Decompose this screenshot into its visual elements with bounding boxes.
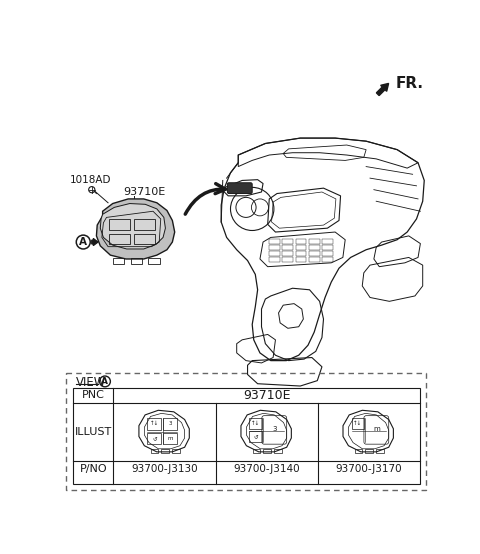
- FancyArrow shape: [376, 84, 389, 95]
- Bar: [322, 239, 333, 244]
- Bar: [376, 449, 384, 453]
- Bar: [322, 245, 333, 250]
- Bar: [269, 258, 280, 262]
- Text: FR.: FR.: [396, 76, 423, 91]
- Bar: [269, 239, 280, 244]
- Bar: [109, 219, 130, 230]
- Bar: [296, 245, 306, 250]
- Text: A: A: [79, 237, 87, 247]
- Text: ↑↓: ↑↓: [251, 421, 260, 426]
- Bar: [309, 252, 320, 256]
- Text: A: A: [101, 377, 108, 386]
- Bar: [274, 449, 282, 453]
- Text: ↺: ↺: [152, 436, 157, 441]
- Bar: [66, 373, 426, 490]
- Bar: [264, 449, 271, 453]
- Text: PNC: PNC: [82, 390, 105, 401]
- Text: 93710E: 93710E: [243, 389, 290, 402]
- Bar: [147, 418, 161, 429]
- Text: ↺: ↺: [253, 434, 258, 439]
- Text: ILLUST: ILLUST: [75, 427, 112, 437]
- Bar: [322, 252, 333, 256]
- Text: 3: 3: [168, 421, 172, 426]
- Bar: [282, 252, 293, 256]
- Bar: [73, 388, 420, 484]
- Bar: [351, 418, 364, 429]
- Bar: [148, 258, 160, 264]
- Bar: [163, 418, 177, 429]
- Polygon shape: [100, 203, 166, 249]
- FancyArrow shape: [92, 239, 98, 245]
- Text: 93710E: 93710E: [123, 187, 166, 197]
- Bar: [296, 258, 306, 262]
- Text: ↑↓: ↑↓: [150, 421, 159, 426]
- Text: 93700-J3130: 93700-J3130: [131, 464, 198, 474]
- Bar: [109, 234, 130, 244]
- Text: 93700-J3170: 93700-J3170: [335, 464, 402, 474]
- Bar: [282, 239, 293, 244]
- Bar: [309, 245, 320, 250]
- Polygon shape: [96, 199, 175, 259]
- Bar: [133, 234, 155, 244]
- Text: 3: 3: [272, 426, 276, 432]
- Bar: [113, 258, 124, 264]
- Bar: [309, 258, 320, 262]
- Bar: [269, 252, 280, 256]
- Bar: [250, 431, 262, 442]
- Text: m: m: [167, 436, 173, 441]
- Bar: [133, 219, 155, 230]
- Text: P/NO: P/NO: [80, 464, 107, 474]
- Text: VIEW: VIEW: [76, 376, 107, 389]
- Bar: [322, 258, 333, 262]
- Bar: [172, 449, 180, 453]
- Bar: [147, 433, 161, 444]
- Bar: [163, 433, 177, 444]
- Bar: [161, 449, 169, 453]
- Bar: [296, 239, 306, 244]
- Text: 93700-J3140: 93700-J3140: [233, 464, 300, 474]
- FancyBboxPatch shape: [228, 183, 252, 193]
- Bar: [252, 449, 260, 453]
- Bar: [355, 449, 362, 453]
- Bar: [282, 245, 293, 250]
- Bar: [151, 449, 158, 453]
- Bar: [365, 449, 373, 453]
- Text: ↑↓: ↑↓: [353, 421, 362, 426]
- Bar: [309, 239, 320, 244]
- Text: m: m: [373, 426, 380, 432]
- Bar: [296, 252, 306, 256]
- Bar: [269, 245, 280, 250]
- Text: 1018AD: 1018AD: [70, 175, 111, 184]
- Bar: [250, 418, 262, 429]
- Bar: [282, 258, 293, 262]
- Bar: [131, 258, 142, 264]
